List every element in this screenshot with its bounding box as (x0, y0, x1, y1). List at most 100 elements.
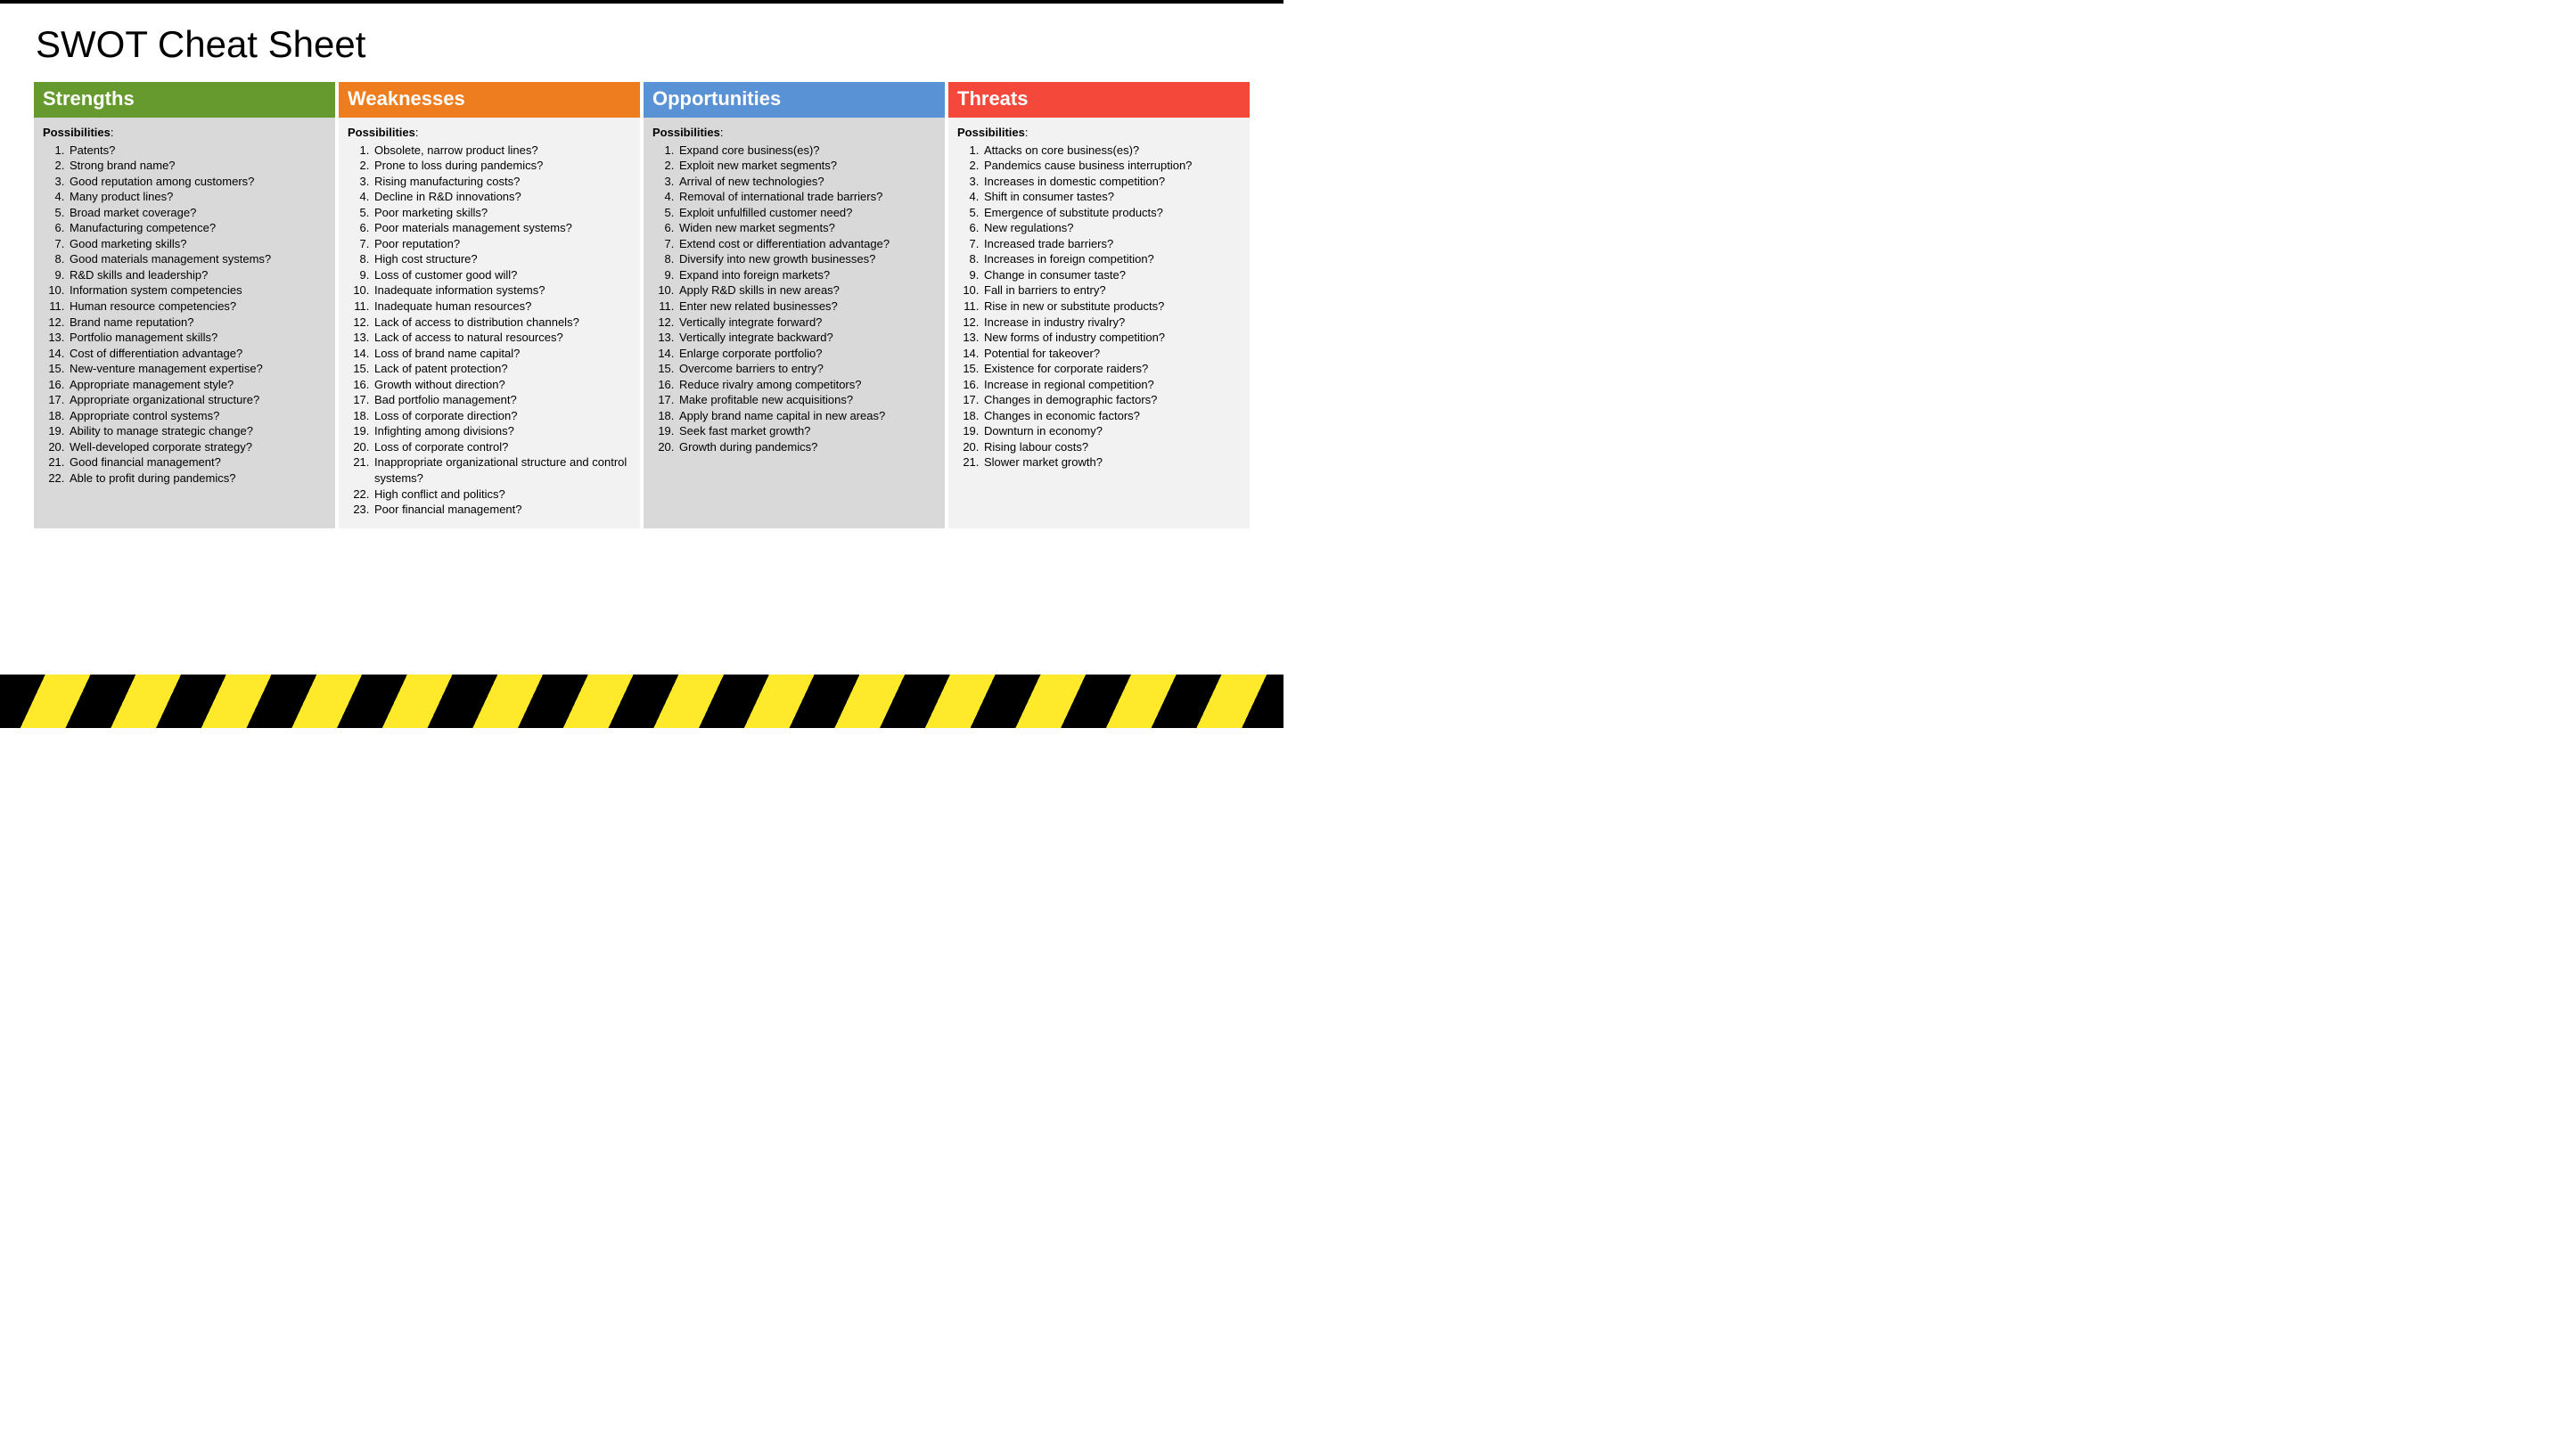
colon: : (111, 126, 114, 139)
column-weaknesses: Weaknesses Possibilities: Obsolete, narr… (339, 82, 640, 528)
list-item: Growth during pandemics? (677, 439, 936, 455)
list-item: Information system competencies (68, 282, 326, 299)
list-item: Strong brand name? (68, 158, 326, 174)
list-item: Rising labour costs? (982, 439, 1241, 455)
list-item: Apply R&D skills in new areas? (677, 282, 936, 299)
list-item: R&D skills and leadership? (68, 267, 326, 283)
list-item: Expand into foreign markets? (677, 267, 936, 283)
list-item: Portfolio management skills? (68, 330, 326, 346)
list-item: Lack of access to natural resources? (373, 330, 631, 346)
list-item: Inadequate human resources? (373, 299, 631, 315)
list-item: Prone to loss during pandemics? (373, 158, 631, 174)
subheading-label: Possibilities (348, 126, 415, 139)
hazard-stripe-footer (0, 675, 1284, 728)
list-item: Appropriate control systems? (68, 408, 326, 424)
subheading-label: Possibilities (957, 126, 1025, 139)
slide: SWOT Cheat Sheet Strengths Possibilities… (0, 0, 1284, 728)
list-item: Cost of differentiation advantage? (68, 346, 326, 362)
list-weaknesses: Obsolete, narrow product lines?Prone to … (348, 143, 631, 518)
list-item: Exploit new market segments? (677, 158, 936, 174)
list-item: Increased trade barriers? (982, 236, 1241, 252)
list-item: Arrival of new technologies? (677, 174, 936, 190)
column-strengths: Strengths Possibilities: Patents?Strong … (34, 82, 335, 528)
list-item: Poor reputation? (373, 236, 631, 252)
list-item: Potential for takeover? (982, 346, 1241, 362)
header-weaknesses: Weaknesses (339, 82, 640, 118)
list-item: Good reputation among customers? (68, 174, 326, 190)
list-item: Pandemics cause business interruption? (982, 158, 1241, 174)
list-item: Seek fast market growth? (677, 423, 936, 439)
list-item: Inappropriate organizational structure a… (373, 454, 631, 486)
list-item: Extend cost or differentiation advantage… (677, 236, 936, 252)
list-item: Brand name reputation? (68, 315, 326, 331)
list-item: Good marketing skills? (68, 236, 326, 252)
list-item: Rise in new or substitute products? (982, 299, 1241, 315)
list-item: Expand core business(es)? (677, 143, 936, 159)
list-item: Loss of customer good will? (373, 267, 631, 283)
list-threats: Attacks on core business(es)?Pandemics c… (957, 143, 1241, 470)
list-item: Lack of access to distribution channels? (373, 315, 631, 331)
list-item: New forms of industry competition? (982, 330, 1241, 346)
list-item: Shift in consumer tastes? (982, 189, 1241, 205)
list-item: Decline in R&D innovations? (373, 189, 631, 205)
list-item: Well-developed corporate strategy? (68, 439, 326, 455)
list-item: Increases in foreign competition? (982, 251, 1241, 267)
list-item: Diversify into new growth businesses? (677, 251, 936, 267)
list-item: Ability to manage strategic change? (68, 423, 326, 439)
page-title: SWOT Cheat Sheet (0, 4, 1284, 82)
list-opportunities: Expand core business(es)?Exploit new mar… (652, 143, 936, 455)
subheading-label: Possibilities (652, 126, 720, 139)
list-item: Growth without direction? (373, 377, 631, 393)
list-item: Reduce rivalry among competitors? (677, 377, 936, 393)
list-item: Bad portfolio management? (373, 392, 631, 408)
list-item: Changes in economic factors? (982, 408, 1241, 424)
subheading-label: Possibilities (43, 126, 111, 139)
list-item: Loss of corporate control? (373, 439, 631, 455)
list-item: New regulations? (982, 220, 1241, 236)
list-item: Loss of corporate direction? (373, 408, 631, 424)
list-item: Vertically integrate backward? (677, 330, 936, 346)
list-item: High conflict and politics? (373, 487, 631, 503)
list-item: Changes in demographic factors? (982, 392, 1241, 408)
list-item: Manufacturing competence? (68, 220, 326, 236)
list-item: Enter new related businesses? (677, 299, 936, 315)
list-item: Many product lines? (68, 189, 326, 205)
list-item: Appropriate organizational structure? (68, 392, 326, 408)
list-item: Existence for corporate raiders? (982, 361, 1241, 377)
list-item: Appropriate management style? (68, 377, 326, 393)
list-item: Poor financial management? (373, 502, 631, 518)
list-item: Increase in regional competition? (982, 377, 1241, 393)
list-item: Downturn in economy? (982, 423, 1241, 439)
list-item: Attacks on core business(es)? (982, 143, 1241, 159)
list-item: Change in consumer taste? (982, 267, 1241, 283)
list-item: Infighting among divisions? (373, 423, 631, 439)
list-item: Make profitable new acquisitions? (677, 392, 936, 408)
list-item: Good financial management? (68, 454, 326, 470)
list-item: Rising manufacturing costs? (373, 174, 631, 190)
body-threats: Possibilities: Attacks on core business(… (948, 118, 1250, 528)
list-item: Increase in industry rivalry? (982, 315, 1241, 331)
column-opportunities: Opportunities Possibilities: Expand core… (644, 82, 945, 528)
list-item: Fall in barriers to entry? (982, 282, 1241, 299)
body-opportunities: Possibilities: Expand core business(es)?… (644, 118, 945, 528)
colon: : (1025, 126, 1029, 139)
list-item: Widen new market segments? (677, 220, 936, 236)
header-strengths: Strengths (34, 82, 335, 118)
list-item: Overcome barriers to entry? (677, 361, 936, 377)
list-item: Obsolete, narrow product lines? (373, 143, 631, 159)
list-item: Apply brand name capital in new areas? (677, 408, 936, 424)
list-item: Removal of international trade barriers? (677, 189, 936, 205)
colon: : (415, 126, 419, 139)
list-item: Human resource competencies? (68, 299, 326, 315)
list-item: Good materials management systems? (68, 251, 326, 267)
list-item: Loss of brand name capital? (373, 346, 631, 362)
body-weaknesses: Possibilities: Obsolete, narrow product … (339, 118, 640, 528)
list-item: Slower market growth? (982, 454, 1241, 470)
header-opportunities: Opportunities (644, 82, 945, 118)
list-item: Poor marketing skills? (373, 205, 631, 221)
swot-grid: Strengths Possibilities: Patents?Strong … (0, 82, 1284, 528)
column-threats: Threats Possibilities: Attacks on core b… (948, 82, 1250, 528)
list-item: High cost structure? (373, 251, 631, 267)
list-strengths: Patents?Strong brand name?Good reputatio… (43, 143, 326, 487)
list-item: Exploit unfulfilled customer need? (677, 205, 936, 221)
